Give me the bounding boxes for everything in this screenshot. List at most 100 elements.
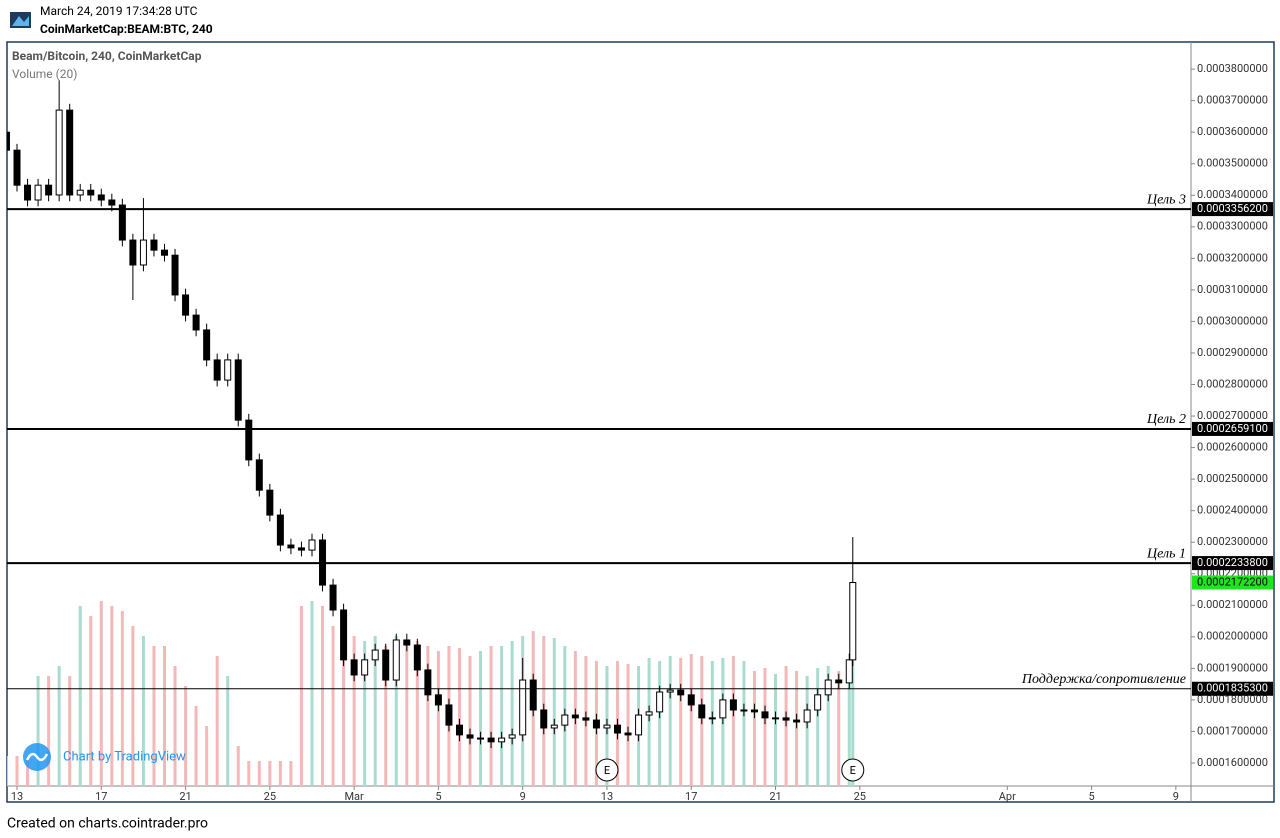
volume-bar — [152, 646, 156, 786]
x-tick-label: 9 — [1173, 790, 1179, 803]
volume-bar — [47, 676, 51, 786]
candle-body — [719, 699, 727, 719]
y-tick-label: 0.0003200000 — [1197, 251, 1268, 264]
candle-body — [835, 679, 843, 684]
volume-bar — [184, 686, 188, 786]
y-tick-label: 0.0002700000 — [1197, 409, 1268, 422]
candle-body — [849, 582, 857, 661]
candle-body — [656, 691, 664, 713]
candle-body — [129, 239, 137, 266]
volume-bar — [851, 661, 855, 786]
level-price-label: 0.0002233800 — [1197, 556, 1268, 569]
volume-bar — [289, 761, 293, 786]
volume-bar — [552, 638, 556, 786]
volume-bar — [384, 646, 388, 786]
level-price-label: 0.0002659100 — [1197, 422, 1268, 435]
volume-bar — [373, 636, 377, 786]
volume-bar — [468, 656, 472, 786]
candle-body — [434, 694, 442, 706]
candle-body — [614, 724, 622, 734]
volume-bar — [331, 626, 335, 786]
candle-body — [276, 514, 284, 546]
volume-bar — [99, 601, 103, 786]
candle-body — [139, 239, 147, 266]
volume-bar — [268, 761, 272, 786]
volume-bar — [752, 671, 756, 786]
volume-bar — [205, 726, 209, 786]
volume-bar — [131, 626, 135, 786]
y-tick-label: 0.0003000000 — [1197, 314, 1268, 327]
candle-body — [508, 734, 516, 739]
symbol: CoinMarketCap:BEAM:BTC, 240 — [40, 22, 213, 36]
volume-bar — [278, 761, 282, 786]
chart-title: Beam/Bitcoin, 240, CoinMarketCap — [12, 49, 202, 63]
volume-bar — [26, 756, 30, 786]
timestamp: March 24, 2019 17:34:28 UTC — [40, 4, 198, 18]
candle-body — [361, 659, 369, 676]
volume-bar — [36, 676, 40, 786]
watermark: Chart by TradingView — [23, 743, 186, 771]
level-price-box — [1192, 681, 1273, 696]
candle-body — [803, 709, 811, 723]
candle-body — [245, 419, 253, 461]
level-price-box — [1192, 421, 1273, 436]
candle-body — [213, 359, 221, 381]
volume-bar — [226, 676, 230, 786]
y-tick-label: 0.0003100000 — [1197, 283, 1268, 296]
volume-bar — [299, 606, 303, 786]
candle-body — [772, 717, 780, 720]
y-tick-label: 0.0003800000 — [1197, 62, 1268, 75]
y-tick-label: 0.0003500000 — [1197, 157, 1268, 170]
footer: Created on charts.cointrader.pro — [7, 816, 208, 832]
volume-bar — [394, 636, 398, 786]
y-tick-label: 0.0002600000 — [1197, 440, 1268, 453]
candle-body — [561, 714, 569, 726]
last-price-box — [1192, 575, 1273, 590]
x-tick-label: 17 — [685, 790, 697, 803]
candle-body — [740, 709, 748, 712]
x-tick-label: 17 — [95, 790, 107, 803]
volume-bar — [342, 636, 346, 786]
candle-body — [466, 734, 474, 739]
candle-body — [782, 717, 790, 721]
y-tick-label: 0.0001800000 — [1197, 693, 1268, 706]
level-price-label: 0.0003356200 — [1197, 202, 1268, 215]
volume-bar — [162, 646, 166, 786]
candle-body — [793, 719, 801, 723]
candle-body — [97, 194, 105, 201]
candle-body — [308, 539, 316, 551]
volume-bar — [257, 761, 261, 786]
volume-bar — [689, 654, 693, 786]
x-tick-label: 13 — [601, 790, 613, 803]
candle-body — [592, 719, 600, 729]
volume-bar — [763, 668, 767, 786]
volume-bar — [816, 668, 820, 786]
volume-bar — [500, 646, 504, 786]
volume-bar — [774, 674, 778, 786]
candle-body — [108, 199, 116, 206]
volume-bar — [626, 664, 630, 786]
volume-bar — [321, 606, 325, 786]
volume-bar — [805, 676, 809, 786]
volume-bar — [510, 641, 514, 786]
candle-body — [234, 359, 242, 421]
candle-body — [708, 717, 716, 720]
volume-bar — [15, 756, 19, 786]
event-label: E — [604, 764, 610, 777]
candle-body — [635, 714, 643, 736]
volume-bar — [731, 656, 735, 786]
candle-body — [498, 737, 506, 743]
volume-bar — [194, 706, 198, 786]
candle-body — [24, 184, 32, 201]
volume-bar — [837, 671, 841, 786]
candle-body — [582, 717, 590, 721]
y-tick-label: 0.0003700000 — [1197, 94, 1268, 107]
candle-body — [350, 659, 358, 676]
candle-body — [382, 649, 390, 681]
candle-body — [160, 249, 168, 256]
y-tick-label: 0.0001900000 — [1197, 661, 1268, 674]
candle-body — [45, 184, 53, 196]
volume-bar — [405, 641, 409, 786]
volume-bar — [352, 636, 356, 786]
